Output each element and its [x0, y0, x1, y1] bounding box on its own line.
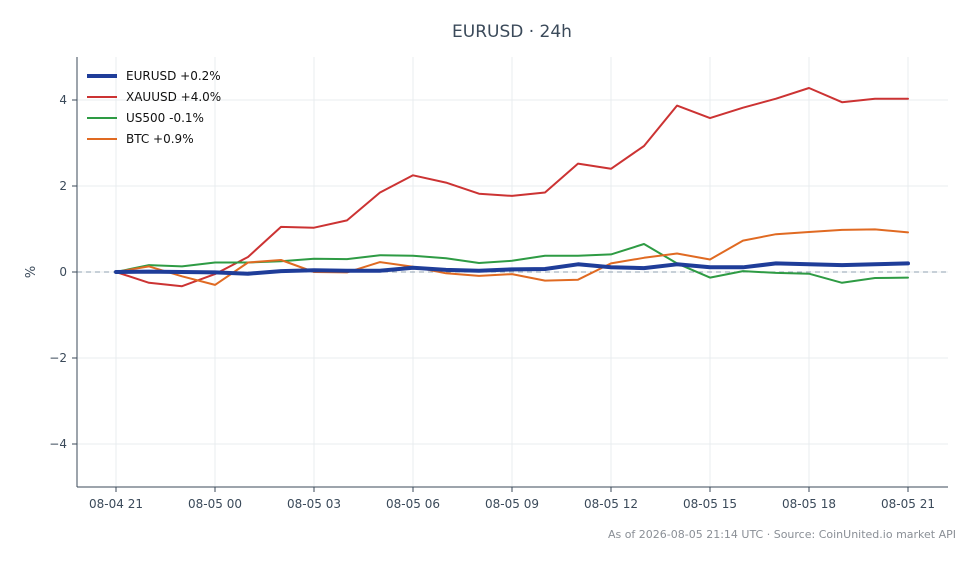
x-tick-label: 08-05 12: [584, 497, 638, 511]
series-line-1: [115, 87, 909, 288]
legend-label-2: US500 -0.1%: [126, 111, 204, 125]
series-group: [114, 87, 910, 288]
y-tick-label: −4: [49, 437, 67, 451]
x-tick-label: 08-05 03: [287, 497, 341, 511]
series-line-0: [114, 261, 910, 276]
legend-label-0: EURUSD +0.2%: [126, 69, 221, 83]
y-axis-label: %: [24, 266, 39, 278]
series-line-3: [115, 228, 909, 286]
chart-title: EURUSD · 24h: [452, 22, 572, 42]
x-tick-label: 08-05 21: [881, 497, 935, 511]
legend-label-3: BTC +0.9%: [126, 132, 194, 146]
x-tick-label: 08-05 06: [386, 497, 440, 511]
x-tick-label: 08-05 18: [782, 497, 836, 511]
legend: EURUSD +0.2% XAUUSD +4.0% US500 -0.1% BTC +…: [87, 69, 221, 146]
x-tick-label: 08-05 09: [485, 497, 539, 511]
legend-label-1: XAUUSD +4.0%: [126, 90, 221, 104]
footer-source: As of 2026-08-05 21:14 UTC · Source: Coi…: [608, 528, 956, 541]
y-tick-label: 2: [59, 179, 67, 193]
x-tick-label: 08-05 15: [683, 497, 737, 511]
x-tick-label: 08-05 00: [188, 497, 242, 511]
y-tick-label: −2: [49, 351, 67, 365]
y-tick-label: 4: [59, 93, 67, 107]
x-tick-label: 08-04 21: [89, 497, 143, 511]
y-tick-label: 0: [59, 265, 67, 279]
axes: −4 −2 0 2 4 08-04 21 08-05 00 08-05 03 08-05 06 0…: [49, 57, 948, 511]
